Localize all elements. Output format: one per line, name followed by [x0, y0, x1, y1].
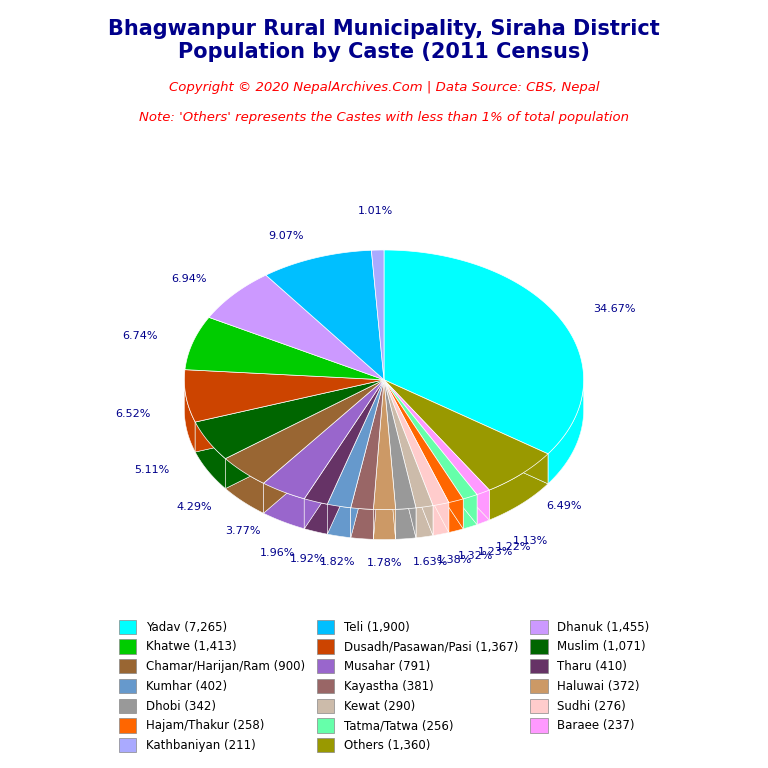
- Polygon shape: [384, 379, 489, 495]
- Polygon shape: [384, 379, 449, 505]
- Text: 1.92%: 1.92%: [290, 554, 326, 564]
- Polygon shape: [384, 379, 489, 520]
- Text: 1.63%: 1.63%: [412, 558, 448, 568]
- Polygon shape: [384, 379, 463, 529]
- Polygon shape: [384, 379, 477, 525]
- Polygon shape: [373, 379, 384, 539]
- Polygon shape: [463, 495, 477, 529]
- Polygon shape: [384, 379, 463, 529]
- Text: Note: 'Others' represents the Castes with less than 1% of total population: Note: 'Others' represents the Castes wit…: [139, 111, 629, 124]
- Polygon shape: [489, 454, 548, 520]
- Polygon shape: [384, 379, 433, 508]
- Polygon shape: [304, 379, 384, 528]
- Polygon shape: [225, 379, 384, 488]
- Polygon shape: [384, 379, 396, 539]
- Text: 1.23%: 1.23%: [478, 547, 513, 557]
- Polygon shape: [266, 250, 384, 379]
- Polygon shape: [449, 499, 463, 532]
- Polygon shape: [184, 369, 384, 422]
- Polygon shape: [384, 379, 489, 520]
- Polygon shape: [384, 379, 477, 525]
- Text: 3.77%: 3.77%: [226, 526, 261, 536]
- Polygon shape: [384, 379, 416, 538]
- Text: 9.07%: 9.07%: [268, 231, 303, 241]
- Text: 1.01%: 1.01%: [358, 206, 393, 216]
- Polygon shape: [384, 250, 584, 454]
- Polygon shape: [195, 379, 384, 452]
- Polygon shape: [225, 379, 384, 488]
- Polygon shape: [433, 502, 449, 535]
- Polygon shape: [373, 379, 384, 539]
- Polygon shape: [396, 508, 416, 539]
- Polygon shape: [327, 379, 384, 535]
- Text: 5.11%: 5.11%: [134, 465, 169, 475]
- Text: 1.22%: 1.22%: [496, 542, 531, 552]
- Polygon shape: [327, 379, 384, 535]
- Polygon shape: [263, 379, 384, 513]
- Polygon shape: [384, 379, 463, 502]
- Polygon shape: [304, 498, 327, 535]
- Polygon shape: [351, 379, 384, 538]
- Polygon shape: [351, 379, 384, 538]
- Polygon shape: [384, 379, 548, 484]
- Polygon shape: [384, 379, 477, 499]
- Polygon shape: [195, 379, 384, 452]
- Polygon shape: [477, 490, 489, 525]
- Text: 6.49%: 6.49%: [546, 501, 581, 511]
- Polygon shape: [195, 422, 225, 488]
- Text: Bhagwanpur Rural Municipality, Siraha District
Population by Caste (2011 Census): Bhagwanpur Rural Municipality, Siraha Di…: [108, 19, 660, 62]
- Polygon shape: [209, 275, 384, 379]
- Polygon shape: [384, 379, 449, 532]
- Polygon shape: [416, 505, 433, 538]
- Polygon shape: [195, 379, 384, 458]
- Text: 6.74%: 6.74%: [123, 331, 158, 341]
- Polygon shape: [384, 379, 416, 538]
- Polygon shape: [225, 458, 263, 513]
- Text: 1.78%: 1.78%: [367, 558, 402, 568]
- Polygon shape: [548, 382, 584, 484]
- Legend: Yadav (7,265), Khatwe (1,413), Chamar/Harijan/Ram (900), Kumhar (402), Dhobi (34: Yadav (7,265), Khatwe (1,413), Chamar/Ha…: [113, 614, 655, 758]
- Polygon shape: [263, 483, 304, 528]
- Polygon shape: [373, 379, 396, 509]
- Polygon shape: [263, 379, 384, 513]
- Polygon shape: [184, 380, 195, 452]
- Text: 1.96%: 1.96%: [260, 548, 295, 558]
- Ellipse shape: [184, 280, 584, 539]
- Polygon shape: [304, 379, 384, 505]
- Text: 1.38%: 1.38%: [437, 555, 472, 565]
- Polygon shape: [384, 379, 416, 509]
- Text: 4.29%: 4.29%: [177, 502, 212, 512]
- Polygon shape: [327, 505, 351, 538]
- Text: 6.52%: 6.52%: [115, 409, 151, 419]
- Text: Copyright © 2020 NepalArchives.Com | Data Source: CBS, Nepal: Copyright © 2020 NepalArchives.Com | Dat…: [169, 81, 599, 94]
- Polygon shape: [373, 509, 396, 539]
- Text: 1.82%: 1.82%: [320, 558, 356, 568]
- Polygon shape: [327, 379, 384, 508]
- Polygon shape: [384, 379, 548, 490]
- Text: 1.32%: 1.32%: [458, 551, 493, 561]
- Polygon shape: [351, 379, 384, 509]
- Polygon shape: [384, 379, 548, 484]
- Text: 6.94%: 6.94%: [171, 274, 207, 284]
- Polygon shape: [225, 379, 384, 483]
- Polygon shape: [384, 379, 449, 532]
- Text: 34.67%: 34.67%: [593, 304, 635, 314]
- Polygon shape: [351, 508, 373, 539]
- Polygon shape: [263, 379, 384, 498]
- Polygon shape: [384, 379, 396, 539]
- Polygon shape: [384, 379, 433, 535]
- Text: 1.13%: 1.13%: [513, 536, 548, 546]
- Polygon shape: [384, 379, 433, 535]
- Polygon shape: [304, 379, 384, 528]
- Polygon shape: [185, 317, 384, 379]
- Polygon shape: [372, 250, 384, 379]
